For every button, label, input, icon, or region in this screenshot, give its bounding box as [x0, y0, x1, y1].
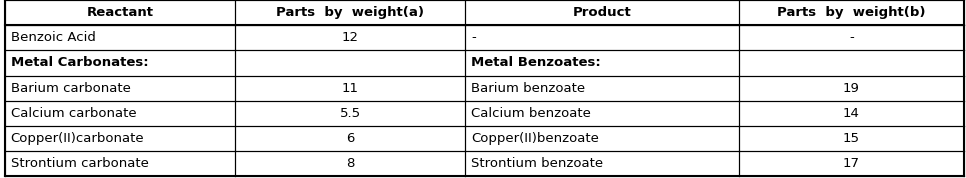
Text: Calcium carbonate: Calcium carbonate	[11, 107, 136, 120]
Text: 6: 6	[346, 132, 355, 145]
Text: -: -	[849, 31, 854, 44]
Bar	[739, 0, 964, 25]
Bar	[466, 151, 739, 176]
Text: Strontium benzoate: Strontium benzoate	[471, 157, 603, 170]
Bar	[466, 25, 739, 50]
Text: Reactant: Reactant	[86, 6, 154, 19]
Text: Metal Benzoates:: Metal Benzoates:	[471, 56, 601, 69]
Bar	[739, 25, 964, 50]
Bar	[466, 0, 739, 25]
Text: Copper(II)benzoate: Copper(II)benzoate	[471, 132, 599, 145]
Bar	[739, 75, 964, 101]
Bar	[739, 50, 964, 75]
Text: Calcium benzoate: Calcium benzoate	[471, 107, 591, 120]
Text: Copper(II)carbonate: Copper(II)carbonate	[11, 132, 144, 145]
Text: 17: 17	[843, 157, 860, 170]
Text: Benzoic Acid: Benzoic Acid	[11, 31, 96, 44]
Text: 8: 8	[346, 157, 355, 170]
Bar	[466, 101, 739, 126]
Bar	[5, 0, 235, 25]
Text: Metal Carbonates:: Metal Carbonates:	[11, 56, 148, 69]
Bar	[739, 126, 964, 151]
Text: 11: 11	[342, 82, 358, 95]
Bar	[5, 126, 235, 151]
Bar	[235, 25, 466, 50]
Text: Barium benzoate: Barium benzoate	[471, 82, 585, 95]
Text: 19: 19	[843, 82, 860, 95]
Text: -: -	[471, 31, 476, 44]
Bar	[235, 151, 466, 176]
Bar	[466, 75, 739, 101]
Text: Parts  by  weight(a): Parts by weight(a)	[276, 6, 424, 19]
Text: Strontium carbonate: Strontium carbonate	[11, 157, 149, 170]
Bar	[5, 25, 235, 50]
Text: 15: 15	[843, 132, 860, 145]
Text: 12: 12	[342, 31, 358, 44]
Bar	[235, 101, 466, 126]
Bar	[235, 50, 466, 75]
Text: 14: 14	[843, 107, 860, 120]
Bar	[235, 0, 466, 25]
Bar	[466, 126, 739, 151]
Bar	[739, 101, 964, 126]
Text: Barium carbonate: Barium carbonate	[11, 82, 130, 95]
Text: 5.5: 5.5	[340, 107, 360, 120]
Bar	[466, 50, 739, 75]
Bar	[5, 151, 235, 176]
Text: Product: Product	[573, 6, 632, 19]
Bar	[5, 75, 235, 101]
Bar	[5, 50, 235, 75]
Bar	[739, 151, 964, 176]
Text: Parts  by  weight(b): Parts by weight(b)	[777, 6, 925, 19]
Bar	[235, 75, 466, 101]
Bar	[235, 126, 466, 151]
Bar	[5, 101, 235, 126]
